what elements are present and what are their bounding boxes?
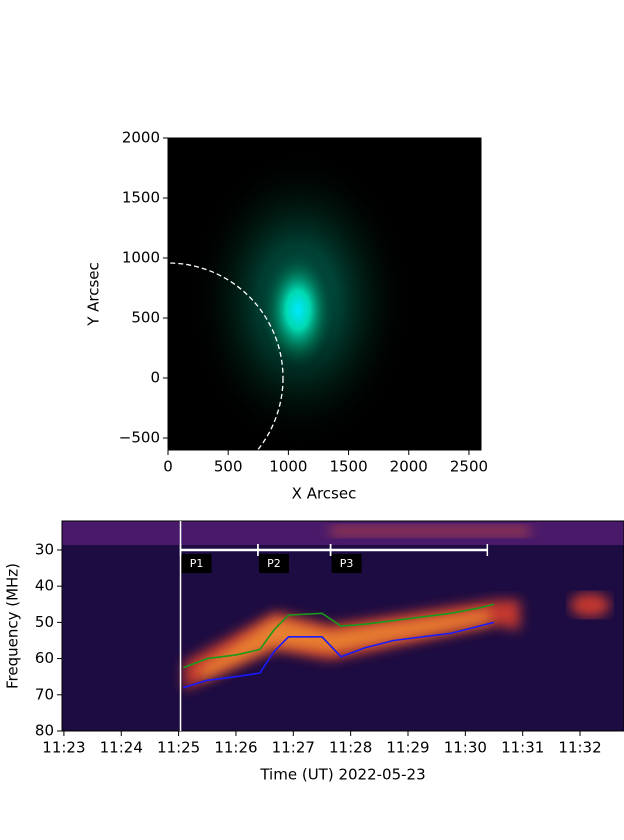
y-tick-label: 1500 [122,189,160,207]
phase-label: P3 [340,557,354,570]
y-tick-label: 60 [35,649,54,667]
y-tick-label: 500 [131,309,160,327]
x-tick-label: 11:25 [157,739,200,757]
y-tick-label: 30 [35,540,54,558]
x-tick-label: 0 [163,458,173,476]
x-axis-label: Time (UT) 2022-05-23 [259,766,425,784]
x-axis-label: X Arcsec [292,485,357,503]
x-tick-label: 1000 [269,458,307,476]
x-tick-label: 11:26 [214,739,257,757]
phase-label: P2 [267,557,281,570]
phase-label: P1 [190,557,204,570]
x-tick-label: 2000 [390,458,428,476]
y-tick-label: 1000 [122,249,160,267]
y-tick-label: 70 [35,685,54,703]
y-tick-label: −500 [119,429,160,447]
image-panel [168,138,481,450]
series-line [183,621,495,689]
x-tick-label: 500 [214,458,243,476]
y-tick-label: 0 [150,369,160,387]
phase-label-box [331,554,362,573]
y-tick-label: 80 [35,722,54,740]
x-tick-label: 11:28 [329,739,372,757]
x-tick-label: 1500 [329,458,367,476]
x-tick-label: 11:27 [272,739,315,757]
y-axis-label: Frequency (MHz) [4,563,22,689]
x-tick-label: 2500 [450,458,488,476]
x-tick-label: 11:24 [100,739,143,757]
y-tick-label: 50 [35,613,54,631]
y-tick-label: 40 [35,577,54,595]
y-tick-label: 2000 [122,129,160,147]
y-axis-label: Y Arcsec [85,262,103,327]
series-line [183,603,495,669]
x-tick-label: 11:31 [501,739,544,757]
phase-label-box [258,554,289,573]
phase-label-box [181,554,212,573]
x-tick-label: 11:30 [444,739,487,757]
x-tick-label: 11:29 [386,739,429,757]
x-tick-label: 11:32 [558,739,601,757]
x-tick-label: 11:23 [42,739,85,757]
